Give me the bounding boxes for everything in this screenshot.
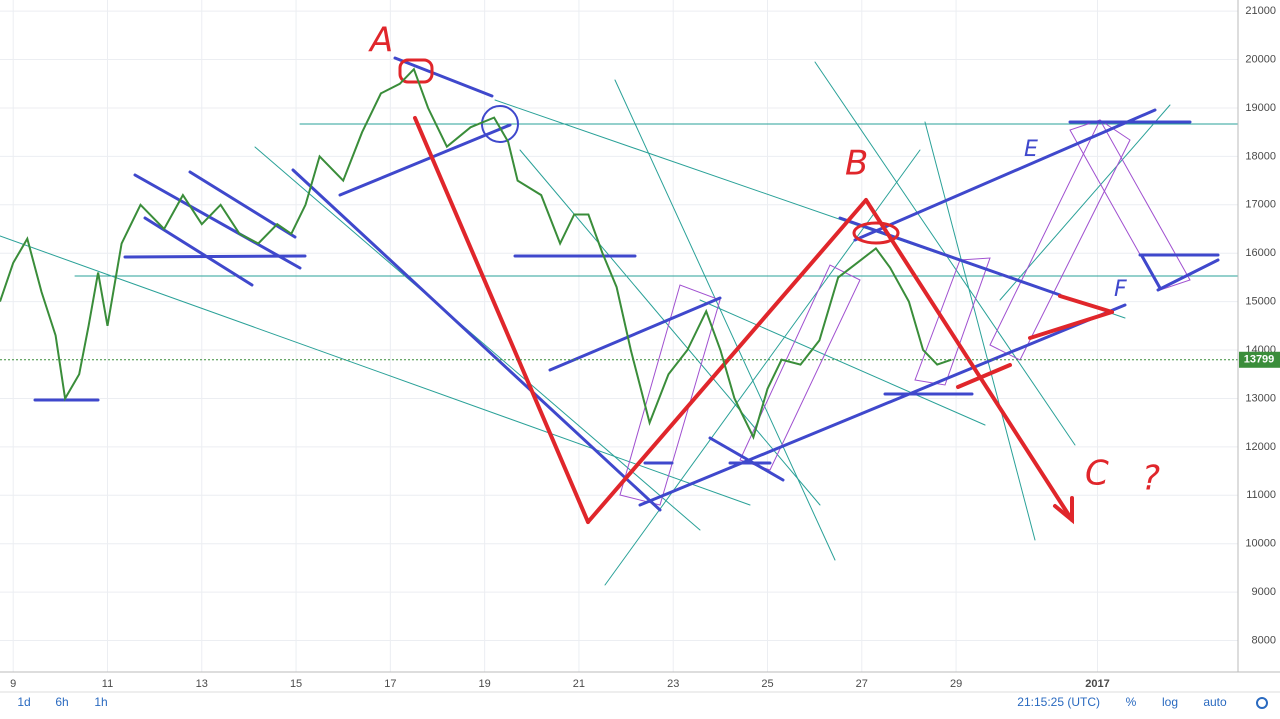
y-tick-label: 12000 [1245,441,1276,453]
y-tick-label: 8000 [1252,634,1276,646]
annotation: C [1085,454,1109,494]
x-tick-label: 13 [196,678,208,690]
annotation: ? [1142,459,1160,499]
y-tick-label: 9000 [1252,586,1276,598]
x-tick-label: 29 [950,678,962,690]
x-tick-label: 21 [573,678,585,690]
x-tick-label: 2017 [1085,678,1109,690]
interval-button[interactable]: 6h [55,695,68,709]
x-tick-label: 17 [384,678,396,690]
y-tick-label: 10000 [1245,538,1276,550]
settings-button[interactable] [1256,697,1268,709]
x-tick-label: 11 [102,678,113,690]
x-tick-label: 27 [856,678,868,690]
x-tick-label: 15 [290,678,302,690]
grid [0,0,1238,672]
interval-button[interactable]: 1h [94,695,107,709]
clock: 21:15:25 (UTC) [1017,695,1100,709]
y-tick-label: 19000 [1245,102,1276,114]
annotation: F [1114,277,1127,302]
interval-button[interactable]: 1d [17,695,30,709]
drawings [0,56,1239,586]
red-lines [398,58,1114,525]
x-tick-label: 19 [479,678,491,690]
y-tick-label: 16000 [1245,247,1276,259]
option-button[interactable]: % [1126,695,1137,709]
annotation: E [1024,137,1038,162]
x-tick-label: 9 [10,678,16,690]
blue-lines [33,56,1220,512]
teal-lines [0,61,1239,586]
y-tick-label: 15000 [1245,296,1276,308]
y-tick-label: 17000 [1245,199,1276,211]
y-tick-label: 11000 [1246,489,1276,501]
y-tick-label: 20000 [1245,53,1276,65]
annotation: A [368,21,393,61]
price-line [0,67,952,440]
x-tick-label: 25 [761,678,773,690]
y-tick-label: 21000 [1245,5,1276,17]
option-button[interactable]: auto [1203,695,1227,709]
last-price-tag [1239,351,1280,368]
option-button[interactable]: log [1162,695,1178,709]
x-tick-label: 23 [667,678,679,690]
y-tick-label: 18000 [1245,150,1276,162]
last-price-label: 13799 [1244,354,1275,366]
y-tick-label: 13000 [1245,392,1276,404]
annotation: B [845,144,868,184]
plot [0,67,1238,440]
